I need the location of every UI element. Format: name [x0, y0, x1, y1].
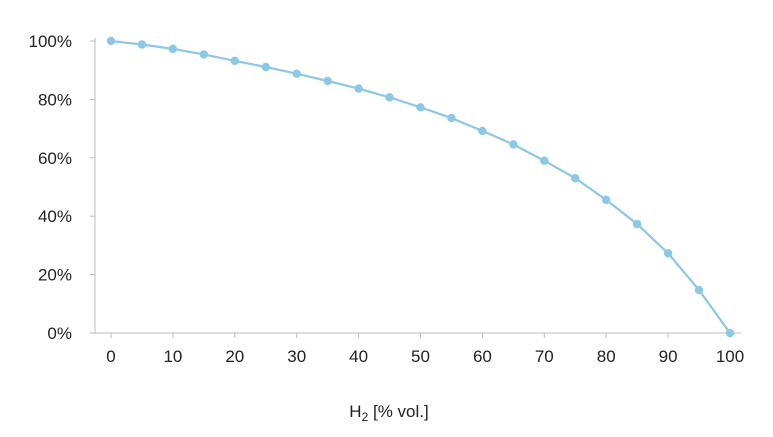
y-axis-ticks: 0% 20% 40% 60% 80% 100%: [29, 32, 95, 343]
x-tick-label: 0: [106, 347, 115, 366]
x-tick-label: 20: [225, 347, 244, 366]
data-point: [571, 174, 580, 183]
data-point: [540, 156, 549, 165]
data-point: [725, 328, 735, 338]
data-point: [168, 44, 178, 54]
data-point: [106, 36, 116, 46]
series-line: [110, 39, 731, 334]
y-tick-label: 0%: [47, 324, 72, 343]
y-tick-label: 20%: [38, 266, 72, 285]
data-point: [694, 285, 704, 295]
x-tick-label: 90: [659, 347, 678, 366]
x-tick-label: 30: [287, 347, 306, 366]
data-point: [447, 113, 456, 123]
x-tick-label: 50: [411, 347, 430, 366]
x-axis-label-suffix: [% vol.]: [368, 402, 428, 421]
y-tick-label: 40%: [38, 207, 72, 226]
x-axis-label-base: H: [349, 402, 361, 421]
x-tick-label: 80: [597, 347, 616, 366]
x-tick-label: 40: [349, 347, 368, 366]
data-point: [663, 249, 673, 258]
data-point: [385, 93, 394, 102]
data-point: [602, 195, 611, 205]
x-tick-label: 70: [535, 347, 554, 366]
y-tick-label: 60%: [38, 149, 72, 168]
data-point: [292, 69, 301, 78]
x-axis-label: H2 [% vol.]: [349, 402, 428, 424]
data-point: [323, 76, 332, 86]
data-point: [478, 126, 487, 136]
x-tick-label: 10: [163, 347, 182, 366]
data-point: [137, 40, 147, 49]
x-tick-label: 100: [716, 347, 744, 366]
x-axis-label-subscript: 2: [362, 410, 369, 424]
x-axis-ticks: 0 10 20 30 40 50 60 70 80 90 100: [106, 333, 744, 366]
axes: [94, 38, 741, 334]
data-point: [509, 140, 518, 149]
data-point: [199, 50, 209, 59]
data-point: [261, 62, 270, 72]
data-point: [632, 219, 642, 229]
data-point: [230, 56, 239, 66]
data-point: [416, 103, 425, 112]
series-group: [106, 36, 735, 338]
y-tick-label: 80%: [38, 90, 72, 109]
y-tick-label: 100%: [29, 32, 72, 51]
data-point: [354, 84, 363, 93]
x-tick-label: 60: [473, 347, 492, 366]
